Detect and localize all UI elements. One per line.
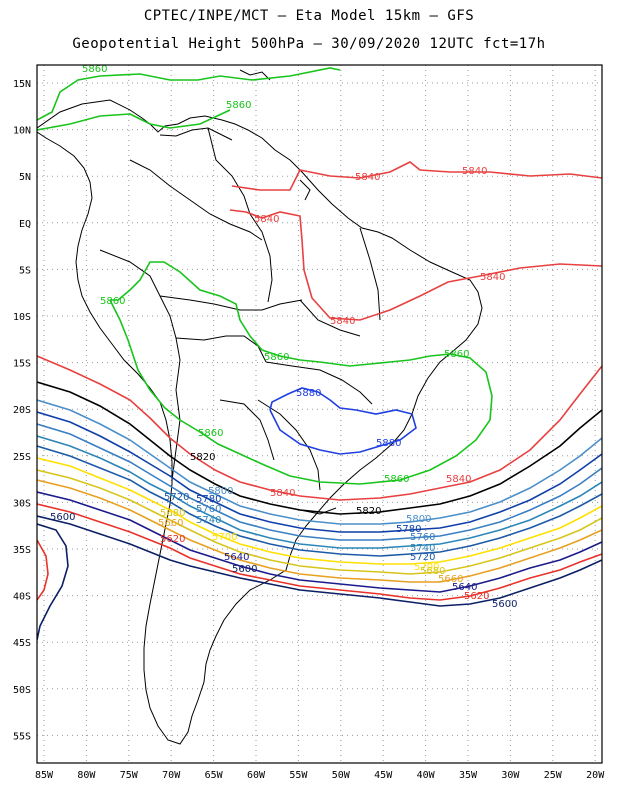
contour-5840-south [37, 355, 602, 501]
longitude-label: 85W [35, 770, 54, 781]
latitude-label: 30S [13, 498, 31, 509]
map-title-line2: Geopotential Height 500hPa – 30/09/2020 … [72, 36, 546, 52]
contour-label: 5840 [254, 214, 279, 225]
latitude-label: 10N [13, 126, 31, 137]
contour-label: 5660 [158, 518, 183, 529]
contour-label: 5780 [396, 524, 421, 535]
latitude-label: 35S [13, 545, 31, 556]
contour-5740 [37, 435, 602, 549]
contour-label: 5680 [160, 508, 185, 519]
longitude-label: 35W [459, 770, 478, 781]
contour-label: 5860 [226, 100, 251, 111]
contour-label: 5660 [438, 574, 463, 585]
contour-label: 5640 [224, 552, 249, 563]
contour-5860-inner [109, 261, 493, 485]
map-title-line1: CPTEC/INPE/MCT – Eta Model 15km – GFS [143, 8, 475, 24]
contour-label: 5820 [356, 506, 381, 517]
contour-label: 5760 [410, 532, 435, 543]
latitude-label: 40S [13, 592, 31, 603]
contour-label: 5840 [462, 166, 487, 177]
contour-label: 5840 [480, 272, 505, 283]
contour-label: 5840 [446, 474, 471, 485]
contour-label: 5840 [270, 488, 295, 499]
longitude-label: 80W [77, 770, 96, 781]
contour-5600-west [37, 523, 69, 641]
contour-label: 5640 [452, 582, 477, 593]
contour-label: 5800 [406, 514, 431, 525]
contour-label: 5780 [196, 494, 221, 505]
contour-label: 5620 [160, 534, 185, 545]
land-outline [37, 69, 483, 745]
latitude-label: 15S [13, 359, 31, 370]
contour-5720 [37, 445, 602, 557]
contour-label: 5840 [355, 172, 380, 183]
contour-5620 [37, 503, 602, 601]
contour-label: 5860 [82, 64, 107, 75]
contour-5820 [37, 381, 602, 515]
latitude-label: 55S [13, 731, 31, 742]
contour-label: 5700 [414, 562, 439, 573]
contour-label: 5740 [410, 543, 435, 554]
contour-label: 5760 [196, 504, 221, 515]
longitude-label: 20W [586, 770, 605, 781]
longitude-label: 25W [544, 770, 563, 781]
contour-label: 5880 [376, 438, 401, 449]
contour-5640 [37, 491, 602, 593]
latitude-label: 10S [13, 312, 31, 323]
contour-label: 5600 [232, 564, 257, 575]
contour-label: 5840 [330, 316, 355, 327]
contour-label: 5700 [212, 532, 237, 543]
contour-5620-west [37, 539, 49, 601]
latitude-labels: 15N 10N 5N EQ 5S 10S 15S 20S 25S 30S 35S 40S 45S 50S 5… [13, 79, 31, 742]
longitude-label: 55W [289, 770, 308, 781]
contour-label: 5820 [190, 452, 215, 463]
latitude-label: 5N [19, 172, 31, 183]
contour-5840-north [229, 161, 602, 321]
longitude-label: 40W [417, 770, 436, 781]
plot-frame [36, 64, 603, 764]
contour-label: 5740 [196, 515, 221, 526]
lat-lon-grid [37, 65, 602, 763]
latitude-label: 50S [13, 685, 31, 696]
contour-label: 5860 [264, 352, 289, 363]
contour-label: 5720 [164, 492, 189, 503]
longitude-label: 70W [162, 770, 181, 781]
contour-5700 [37, 457, 602, 565]
longitude-label: 65W [205, 770, 224, 781]
contour-5860-north [37, 67, 341, 131]
latitude-label: 5S [19, 265, 31, 276]
longitude-label: 50W [332, 770, 351, 781]
contour-label: 5860 [384, 474, 409, 485]
contour-label: 5880 [296, 388, 321, 399]
contour-label: 5680 [420, 566, 445, 577]
contour-5660 [37, 479, 602, 583]
contour-5760 [37, 423, 602, 541]
latitude-label: 25S [13, 452, 31, 463]
contour-5880-inner [269, 387, 417, 455]
contour-label: 5860 [198, 428, 223, 439]
longitude-labels: 85W 80W 75W 70W 65W 60W 55W 50W 45W 40W 35W 30W 25W 2… [35, 770, 605, 781]
longitude-label: 60W [247, 770, 266, 781]
longitude-label: 30W [501, 770, 520, 781]
contour-label: 5600 [492, 599, 517, 610]
contour-label: 5860 [100, 296, 125, 307]
contour-label: 5800 [208, 486, 233, 497]
contour-label: 5600 [50, 512, 75, 523]
contour-label: 5620 [464, 591, 489, 602]
latitude-label: 20S [13, 405, 31, 416]
contour-5680 [37, 469, 602, 575]
contour-5600 [37, 515, 602, 607]
contour-5780 [37, 411, 602, 533]
latitude-label: EQ [19, 219, 31, 230]
contour-labels: 5860 5860 5840 5840 5840 5840 5840 5860 … [50, 64, 517, 610]
contour-5800 [37, 399, 602, 525]
contour-label: 5860 [444, 349, 469, 360]
contour-label: 5720 [410, 552, 435, 563]
latitude-label: 45S [13, 638, 31, 649]
latitude-label: 15N [13, 79, 31, 90]
longitude-label: 75W [120, 770, 139, 781]
contour-lines [37, 67, 602, 641]
longitude-label: 45W [374, 770, 393, 781]
